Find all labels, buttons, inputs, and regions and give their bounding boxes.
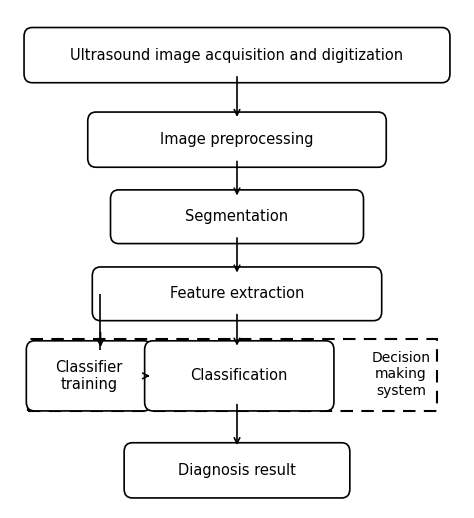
Bar [27, 339, 437, 411]
FancyBboxPatch shape [124, 443, 350, 498]
Text: Image preprocessing: Image preprocessing [160, 132, 314, 147]
Text: Ultrasound image acquisition and digitization: Ultrasound image acquisition and digitiz… [71, 48, 403, 63]
Text: Diagnosis result: Diagnosis result [178, 463, 296, 478]
FancyBboxPatch shape [110, 190, 364, 243]
FancyBboxPatch shape [24, 27, 450, 83]
FancyBboxPatch shape [145, 341, 334, 411]
Text: Segmentation: Segmentation [185, 209, 289, 224]
Text: Decision
making
system: Decision making system [371, 351, 430, 398]
FancyBboxPatch shape [88, 112, 386, 167]
FancyBboxPatch shape [92, 267, 382, 321]
Text: Classifier
training: Classifier training [55, 359, 123, 392]
FancyBboxPatch shape [27, 341, 152, 411]
Text: Feature extraction: Feature extraction [170, 286, 304, 301]
Text: Classification: Classification [191, 368, 288, 383]
